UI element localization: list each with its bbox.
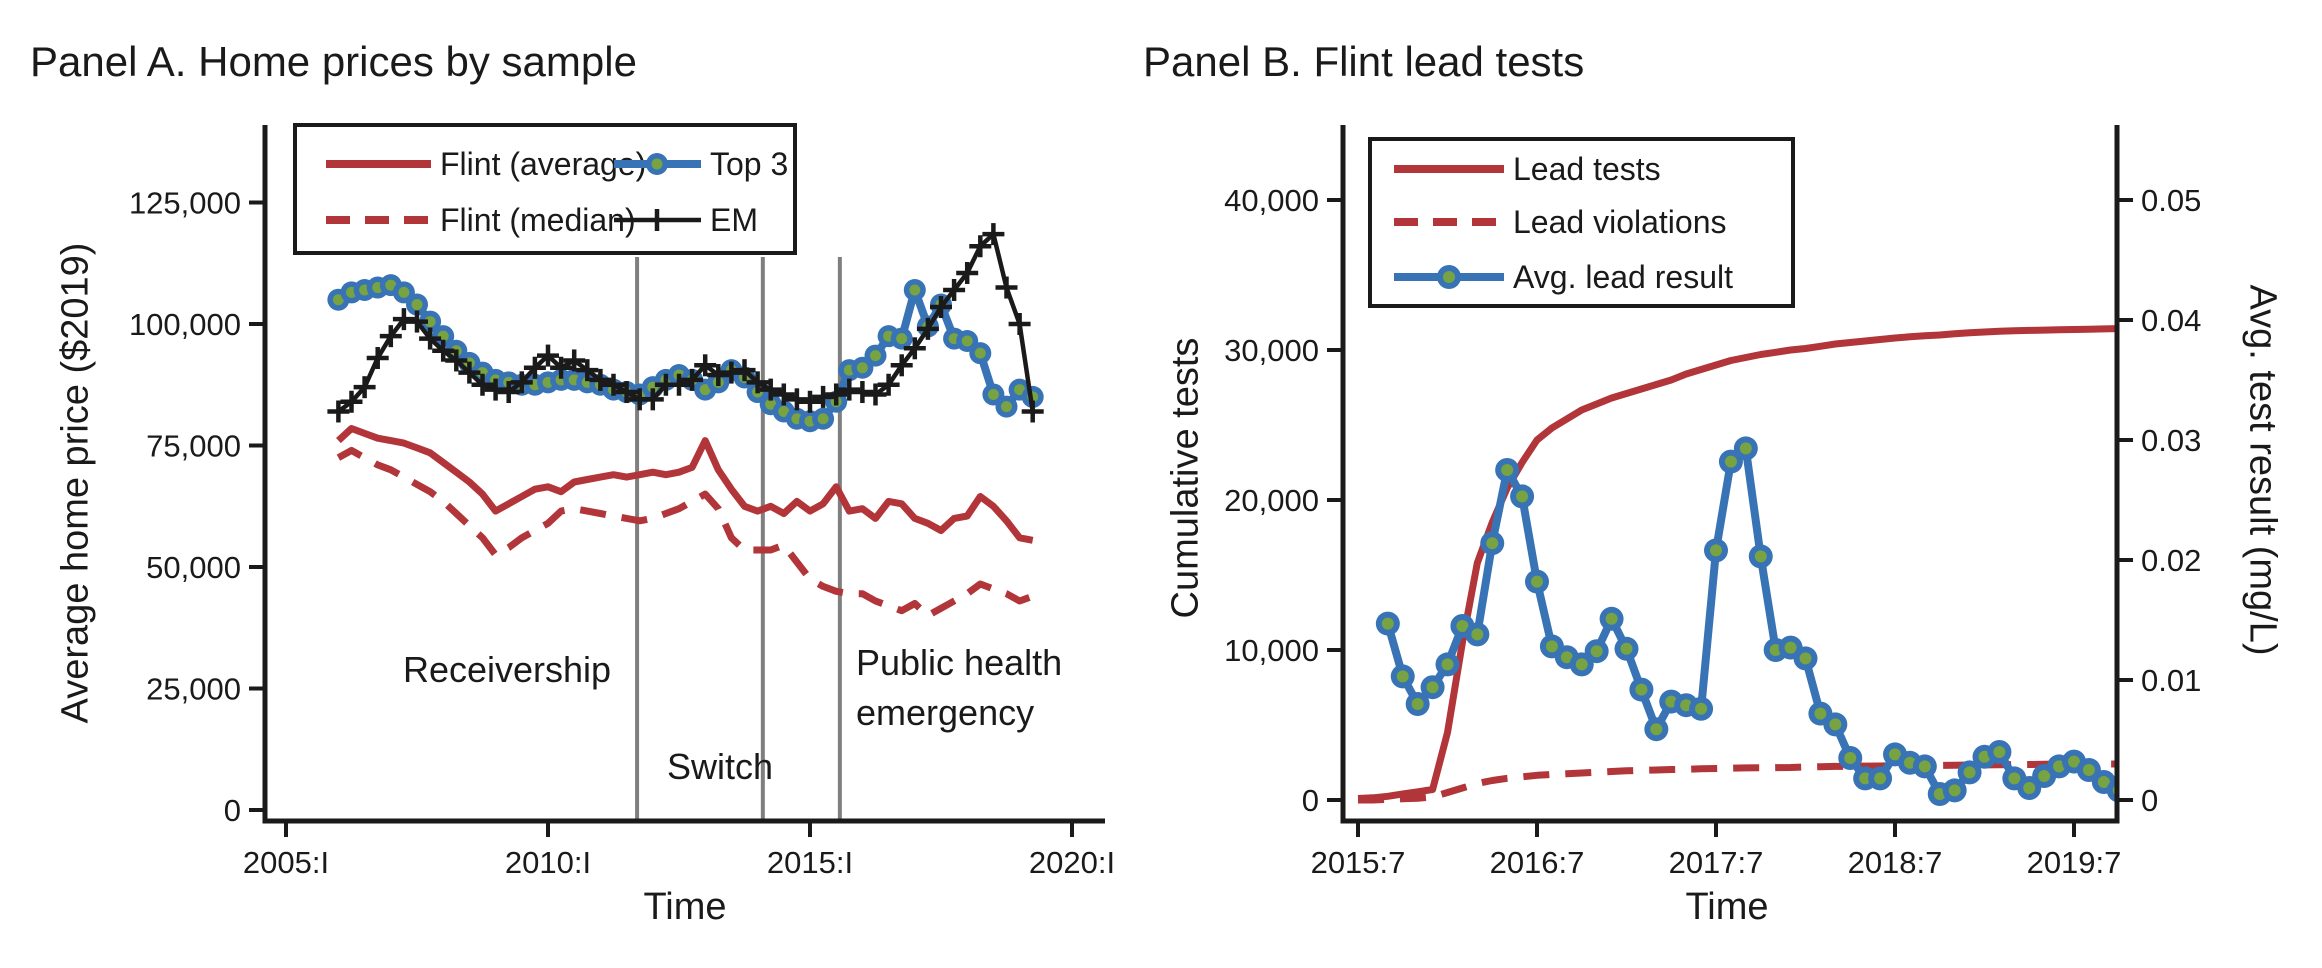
- legend-label: Lead tests: [1513, 150, 1661, 187]
- tick-label: 2018:7: [1848, 845, 1943, 880]
- lead-violations-dashed-line-sample-icon: [1394, 218, 1504, 226]
- legend-label: Flint (average): [440, 145, 647, 182]
- avg-lead-result-marker-line-sample-icon: [1394, 265, 1504, 289]
- legend-label: EM: [710, 201, 758, 238]
- panel-b-x-axis-label: Time: [1685, 886, 1769, 928]
- panel-b-left-y-axis-label: Cumulative tests: [1164, 337, 1207, 619]
- tick-label: 2015:7: [1311, 845, 1406, 880]
- legend-item-flint-average: Flint (average): [326, 145, 647, 182]
- panel-b-right-y-axis-label: Avg. test result (mg/L): [2241, 284, 2284, 656]
- lead-tests-line-sample-icon: [1394, 165, 1504, 173]
- panel-b-series: [1357, 325, 2117, 806]
- tick-label: 30,000: [1224, 333, 1319, 368]
- tick-label: 10,000: [1224, 633, 1319, 668]
- tick-label: 2016:7: [1490, 845, 1585, 880]
- tick-label: 2020:I: [1029, 845, 1115, 880]
- legend-item-top3: Top 3: [614, 145, 789, 182]
- em-plus-line-sample-icon: [614, 209, 701, 231]
- panel-a-series: [327, 223, 1044, 620]
- tick-label: 0.05: [2141, 183, 2201, 218]
- panel-a-x-axis-label: Time: [643, 886, 727, 928]
- panel-a-title: Panel A. Home prices by sample: [30, 38, 637, 85]
- tick-label: 0.01: [2141, 663, 2201, 698]
- series-flint-average-: [336, 425, 1034, 544]
- tick-label: 2019:7: [2027, 845, 2122, 880]
- annotation-receivership: Receivership: [402, 649, 612, 690]
- series-top-3: [327, 274, 1044, 433]
- legend-label: Flint (median): [440, 201, 636, 238]
- panel-b-legend: Lead tests Lead violations Avg. lead res…: [1368, 137, 1795, 308]
- panel-a-y-axis-label: Average home price ($2019): [54, 242, 97, 724]
- tick-label: 0: [224, 793, 241, 828]
- annotation-switch: Switch: [666, 746, 774, 787]
- annotation-public-health-emergency: Public health emergency: [856, 642, 1063, 733]
- top3-marker-line-sample-icon: [614, 153, 701, 175]
- legend-item-lead-violations: Lead violations: [1394, 203, 1727, 240]
- legend-item-avg-lead-result: Avg. lead result: [1394, 258, 1733, 295]
- tick-label: 0.02: [2141, 543, 2201, 578]
- legend-item-flint-median: Flint (median): [326, 201, 636, 238]
- flint-median-dashed-line-sample-icon: [326, 216, 431, 224]
- tick-label: 2005:I: [243, 845, 329, 880]
- tick-label: 0: [1302, 783, 1319, 818]
- panel-a-legend: Flint (average) Flint (median) Top 3 EM: [293, 123, 797, 255]
- tick-label: 2010:I: [505, 845, 591, 880]
- series-avg-lead-result: [1375, 436, 2117, 806]
- series-lead-tests: [1357, 325, 2117, 802]
- panel-a-event-lines: [635, 257, 842, 821]
- panel-b-axis-lines: [1340, 125, 2120, 824]
- tick-label: 2017:7: [1669, 845, 1764, 880]
- tick-label: 75,000: [146, 429, 241, 464]
- legend-item-em: EM: [614, 201, 758, 238]
- tick-label: 0.04: [2141, 303, 2201, 338]
- legend-item-lead-tests: Lead tests: [1394, 150, 1661, 187]
- panel-b-axes: 0 10,000 20,000 30,000 40,000 0 0.01 0.02 0.03 0.…: [1224, 125, 2201, 880]
- panel-a-axis-lines: [262, 125, 1105, 824]
- tick-label: 125,000: [129, 186, 241, 221]
- tick-label: 50,000: [146, 550, 241, 585]
- series-flint-median-: [336, 446, 1034, 620]
- tick-label: 25,000: [146, 672, 241, 707]
- tick-label: 0: [2141, 783, 2158, 818]
- tick-label: 0.03: [2141, 423, 2201, 458]
- tick-label: 20,000: [1224, 483, 1319, 518]
- panel-b-title: Panel B. Flint lead tests: [1143, 38, 1585, 85]
- legend-label: Avg. lead result: [1513, 258, 1733, 295]
- panel-a-axes: 0 25,000 50,000 75,000 100,000 125,000 2005:I 2…: [129, 125, 1115, 880]
- tick-label: 40,000: [1224, 183, 1319, 218]
- legend-label: Top 3: [710, 145, 789, 182]
- flint-average-line-sample-icon: [326, 160, 431, 168]
- legend-label: Lead violations: [1513, 203, 1727, 240]
- tick-label: 100,000: [129, 307, 241, 342]
- series-em: [327, 223, 1044, 423]
- tick-label: 2015:I: [767, 845, 853, 880]
